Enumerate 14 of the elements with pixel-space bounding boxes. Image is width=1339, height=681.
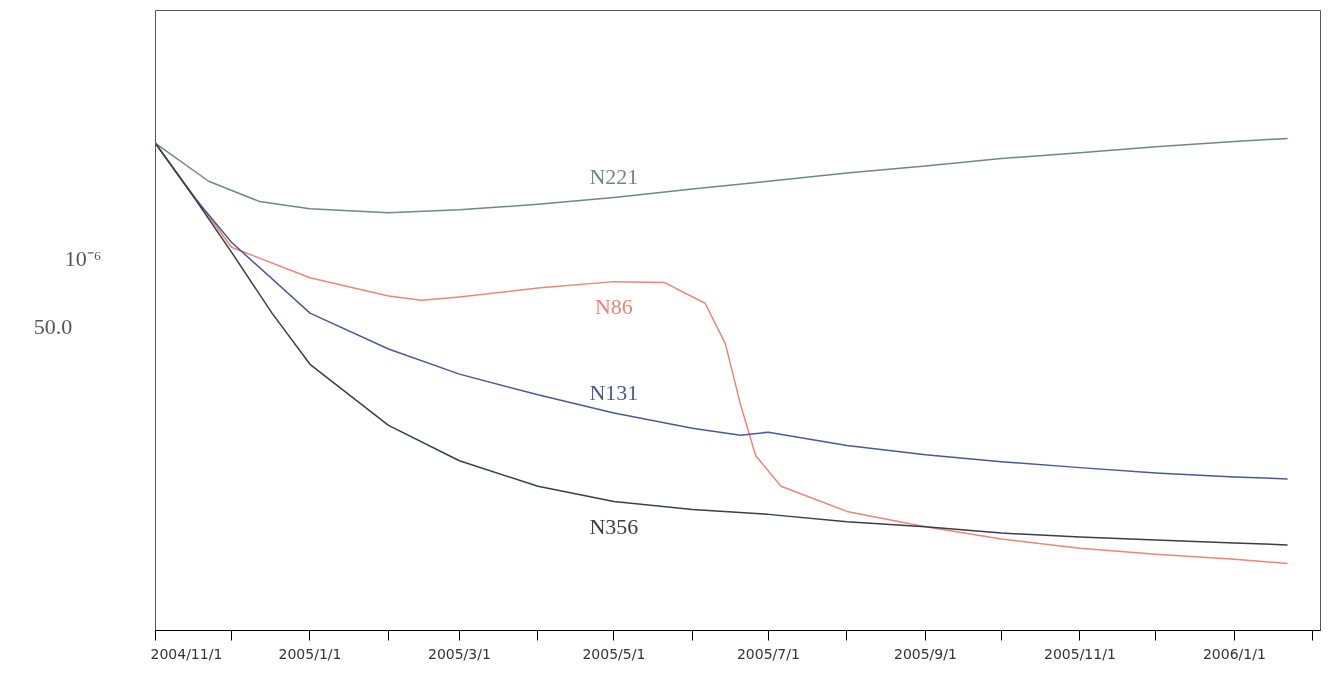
series-label: N131 xyxy=(589,380,639,406)
x-tick-label: 2005/7/1 xyxy=(736,645,800,662)
x-tick-label: 2005/5/1 xyxy=(582,645,646,662)
series-label: N86 xyxy=(594,293,633,319)
x-tick-label: 2006/1/1 xyxy=(1202,645,1266,662)
y-axis-title: 10⁻⁶ xyxy=(64,246,102,271)
x-tick-label: 2005/9/1 xyxy=(893,645,957,662)
series-label: N221 xyxy=(589,164,639,190)
series-label: N356 xyxy=(589,513,639,539)
x-tick-label: 2005/1/1 xyxy=(278,645,342,662)
text: 50.0 xyxy=(33,313,73,339)
x-tick-label: 2005/11/1 xyxy=(1044,645,1116,662)
x-tick-label: 2004/11/1 xyxy=(150,645,223,662)
x-tick-label: 2005/3/1 xyxy=(427,645,491,662)
